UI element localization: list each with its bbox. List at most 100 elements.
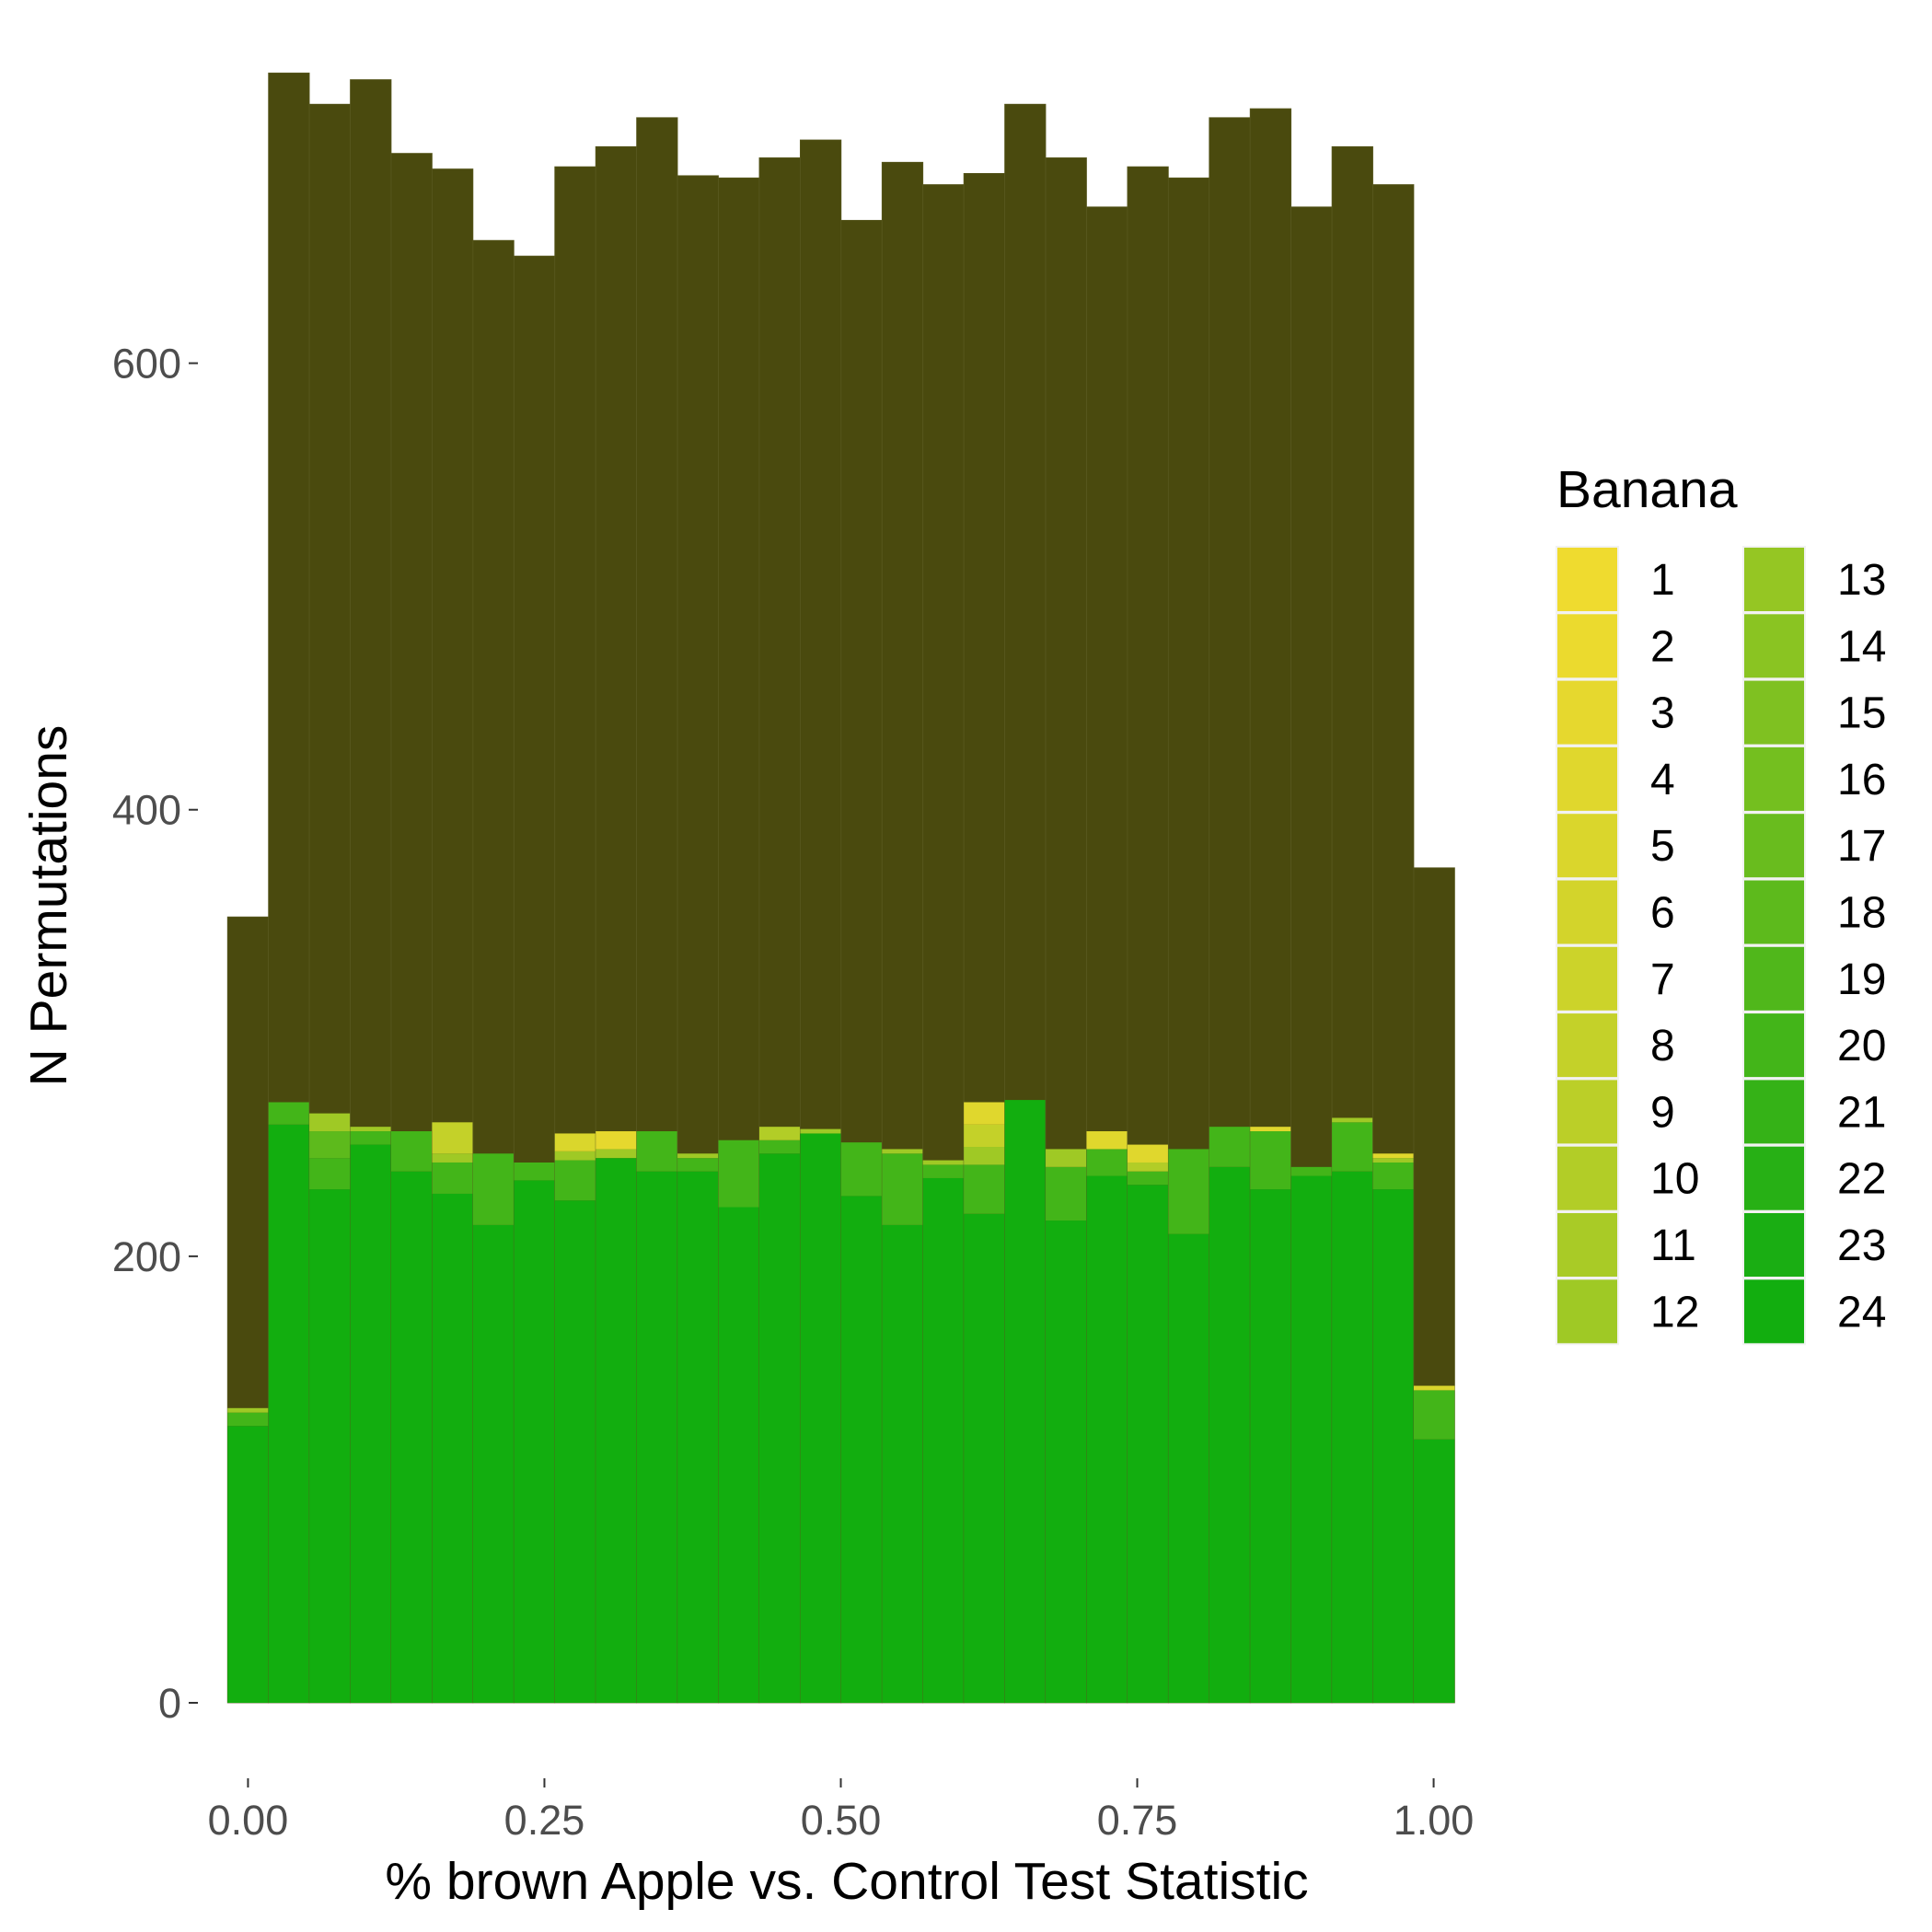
- stack-segment: [1250, 1189, 1291, 1703]
- stack-segment: [227, 1412, 269, 1427]
- legend-label: 19: [1837, 955, 1886, 1004]
- stack-segment: [309, 1113, 351, 1132]
- y-tick-label: 400: [112, 787, 181, 834]
- x-axis-title: % brown Apple vs. Control Test Statistic: [385, 1852, 1308, 1911]
- legend-label: 13: [1837, 556, 1886, 605]
- stack-segment: [677, 1158, 719, 1172]
- stack-segment: [758, 1140, 801, 1154]
- stack-segment: [1086, 1131, 1128, 1150]
- stack-segment: [964, 1164, 1005, 1214]
- stack-segment: [1086, 1149, 1128, 1176]
- y-tick-label: 0: [158, 1680, 181, 1727]
- legend-key: [1556, 745, 1619, 813]
- legend-label: 11: [1650, 1221, 1696, 1270]
- legend-label: 21: [1837, 1088, 1886, 1137]
- y-axis-title: N Permutations: [19, 725, 78, 1087]
- stack-segment: [554, 1151, 596, 1161]
- legend-label: 18: [1837, 889, 1886, 938]
- stack-segment: [1372, 1158, 1414, 1163]
- stack-segment: [718, 1207, 759, 1703]
- stack-segment: [1004, 1100, 1047, 1703]
- legend-key: [1556, 1012, 1619, 1080]
- legend-label: 14: [1837, 622, 1886, 671]
- stack-segment: [840, 1196, 883, 1703]
- legend-label: 6: [1650, 889, 1675, 938]
- stack-segment: [1413, 1385, 1455, 1391]
- stack-segment: [922, 1164, 965, 1178]
- x-tick-label: 0.75: [1097, 1797, 1178, 1844]
- stack-segment: [964, 1147, 1005, 1165]
- stack-segment: [1250, 1127, 1291, 1132]
- stack-segment: [1413, 1439, 1455, 1703]
- stack-segment: [309, 1158, 351, 1190]
- stack-segment: [800, 1128, 841, 1134]
- legend-key: [1742, 1078, 1806, 1146]
- legend-key: [1556, 812, 1619, 880]
- legend-key: [1742, 678, 1806, 746]
- legend-label: 7: [1650, 955, 1675, 1004]
- stack-segment: [309, 1131, 351, 1159]
- stack-segment: [554, 1160, 596, 1201]
- stack-segment: [350, 1131, 391, 1145]
- stack-segment: [596, 1131, 637, 1150]
- stack-segment: [554, 1200, 596, 1703]
- stack-segment: [268, 1124, 310, 1703]
- stack-segment: [596, 1149, 637, 1159]
- legend-key: [1742, 1211, 1806, 1278]
- stack-segment: [1046, 1149, 1087, 1167]
- legend-key: [1742, 745, 1806, 813]
- legend-key: [1556, 612, 1619, 680]
- stack-segment: [1046, 1166, 1087, 1221]
- y-axis: 0 200 400 600: [112, 341, 198, 1727]
- plot-area: [226, 72, 1455, 1704]
- stack-segment: [432, 1122, 473, 1154]
- legend-key: [1556, 944, 1619, 1012]
- legend-label: 5: [1650, 822, 1675, 871]
- legend-key: [1556, 678, 1619, 746]
- stack-segment: [1127, 1185, 1169, 1703]
- x-tick-label: 0.00: [208, 1797, 289, 1844]
- stack-segment: [758, 1127, 801, 1140]
- stack-segment: [227, 1407, 269, 1413]
- stack-segment: [350, 1144, 391, 1703]
- stack-segment: [554, 1133, 596, 1151]
- stack-segment: [432, 1162, 473, 1194]
- stack-segment: [882, 1153, 923, 1225]
- stack-segment: [472, 1153, 515, 1225]
- stack-segment: [677, 1153, 719, 1159]
- legend-key: [1556, 1144, 1619, 1212]
- legend-label: 9: [1650, 1088, 1675, 1137]
- stack-segment: [677, 1171, 719, 1703]
- legend-label: 16: [1837, 756, 1886, 804]
- legend-key: [1742, 1012, 1806, 1080]
- stack-segment: [1209, 1166, 1251, 1703]
- stack-segment: [268, 1102, 310, 1125]
- stack-segment: [432, 1153, 473, 1163]
- stack-segment: [882, 1224, 923, 1703]
- legend-label: 3: [1650, 689, 1675, 738]
- stack-segment: [1413, 1390, 1455, 1440]
- legend-label: 2: [1650, 622, 1675, 671]
- stack-segment: [432, 1193, 473, 1703]
- legend-key: [1742, 612, 1806, 680]
- legend-label: 10: [1650, 1155, 1699, 1204]
- stack-segment: [882, 1149, 923, 1154]
- stack-segment: [1250, 1131, 1291, 1190]
- stack-segment: [1168, 1233, 1209, 1703]
- stack-segment: [1372, 1162, 1414, 1190]
- legend-key: [1742, 1278, 1806, 1346]
- stack-segment: [1086, 1175, 1128, 1703]
- stack-segment: [309, 1189, 351, 1703]
- legend-key: [1742, 812, 1806, 880]
- y-tick-label: 200: [112, 1233, 181, 1280]
- stack-segment: [1290, 1175, 1333, 1703]
- legend-label: 17: [1837, 822, 1886, 871]
- stack-segment: [1127, 1171, 1169, 1186]
- stack-segment: [1332, 1117, 1373, 1123]
- stack-segment: [1290, 1166, 1333, 1176]
- stack-segment: [390, 1171, 433, 1703]
- x-tick-label: 1.00: [1394, 1797, 1475, 1844]
- stack-segment: [1209, 1127, 1251, 1167]
